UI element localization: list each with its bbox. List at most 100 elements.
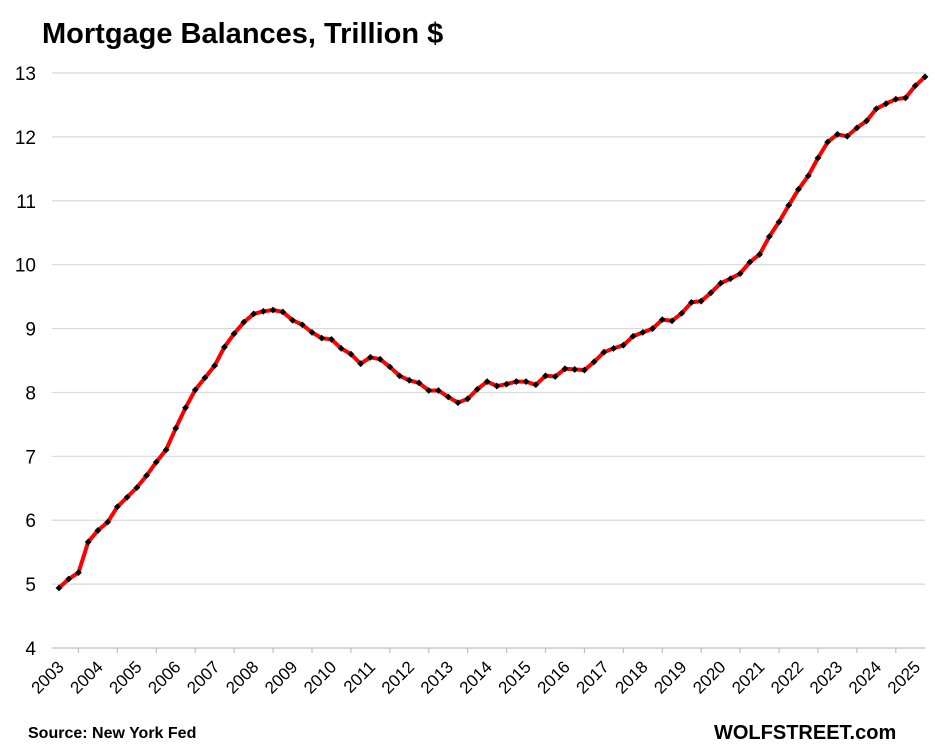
data-point — [668, 317, 676, 325]
data-point — [765, 233, 773, 240]
data-point — [65, 575, 73, 583]
data-point — [191, 386, 199, 394]
data-point — [542, 372, 549, 380]
y-axis-tick-labels: 4 5 6 7 8 9 10 11 12 13 — [15, 64, 37, 660]
data-point — [143, 472, 150, 479]
data-point — [658, 316, 666, 324]
data-point — [834, 130, 841, 138]
data-point-markers — [55, 73, 929, 592]
data-point — [863, 117, 871, 125]
data-point — [688, 298, 695, 306]
data-point — [882, 100, 890, 108]
data-point — [259, 307, 267, 315]
data-point — [435, 387, 442, 394]
chart-title: Mortgage Balances, Trillion $ — [42, 18, 443, 50]
data-point — [454, 399, 462, 407]
data-point — [366, 353, 374, 361]
data-point — [240, 318, 248, 326]
data-point — [347, 350, 355, 358]
data-point — [824, 138, 832, 146]
data-point — [736, 270, 744, 278]
data-point — [571, 366, 579, 373]
data-point — [911, 82, 919, 90]
data-point — [804, 172, 812, 180]
gridlines — [52, 72, 925, 585]
data-point — [289, 316, 296, 324]
data-point — [921, 73, 929, 81]
data-point — [600, 348, 608, 356]
series-line — [57, 74, 927, 590]
source-note: Source: New York Fed — [28, 725, 196, 742]
data-point — [376, 355, 384, 363]
data-point — [503, 380, 510, 388]
data-point — [697, 297, 705, 305]
data-point — [172, 424, 180, 432]
data-point — [269, 306, 277, 314]
y-tick-label: 9 — [25, 320, 36, 341]
data-point — [532, 381, 540, 389]
data-point — [581, 366, 588, 374]
data-point — [474, 385, 481, 393]
data-point — [357, 360, 365, 368]
data-point — [396, 372, 403, 380]
y-tick-label: 4 — [25, 639, 36, 660]
data-point — [444, 393, 452, 401]
data-point — [123, 493, 131, 501]
data-point — [162, 446, 170, 454]
data-point — [230, 330, 238, 338]
data-point — [619, 341, 627, 349]
data-point — [337, 344, 345, 352]
data-point — [133, 484, 141, 492]
data-point — [902, 94, 909, 102]
data-point — [298, 321, 306, 329]
data-point — [785, 201, 793, 209]
data-point — [328, 336, 335, 343]
data-point — [512, 378, 520, 385]
y-tick-label: 8 — [25, 383, 36, 404]
y-tick-label: 10 — [15, 256, 36, 277]
data-point — [756, 251, 763, 258]
data-point — [561, 365, 569, 373]
data-point — [221, 343, 228, 351]
data-point — [707, 289, 715, 297]
data-point — [483, 378, 491, 385]
data-point — [649, 325, 656, 332]
data-point — [405, 376, 413, 384]
data-point — [415, 379, 423, 387]
data-point — [94, 527, 102, 534]
data-point — [279, 308, 287, 316]
y-tick-label: 7 — [25, 447, 36, 468]
brand-watermark: WOLFSTREET.com — [714, 722, 896, 744]
data-point — [892, 95, 900, 103]
data-point — [386, 363, 394, 371]
data-point — [726, 275, 734, 283]
data-point — [843, 132, 851, 140]
data-point — [318, 334, 326, 342]
data-point — [55, 584, 63, 592]
data-point — [853, 124, 861, 132]
data-point — [678, 309, 686, 317]
data-point — [610, 344, 618, 352]
data-point — [522, 378, 530, 385]
data-point — [746, 258, 754, 266]
data-point — [104, 518, 112, 526]
data-point — [717, 279, 725, 287]
data-point — [75, 569, 82, 577]
data-point — [795, 185, 802, 193]
data-point — [629, 332, 637, 340]
data-point — [464, 395, 472, 403]
data-point — [201, 374, 209, 382]
data-point — [551, 373, 559, 380]
x-axis-tick-marks — [77, 648, 897, 653]
data-point — [250, 310, 258, 318]
data-point — [152, 458, 160, 466]
data-point — [308, 328, 316, 336]
data-point — [872, 105, 880, 113]
data-point — [182, 404, 189, 412]
data-point — [775, 218, 783, 226]
y-tick-label: 11 — [16, 192, 36, 213]
data-point — [639, 328, 647, 336]
data-point — [425, 387, 433, 394]
